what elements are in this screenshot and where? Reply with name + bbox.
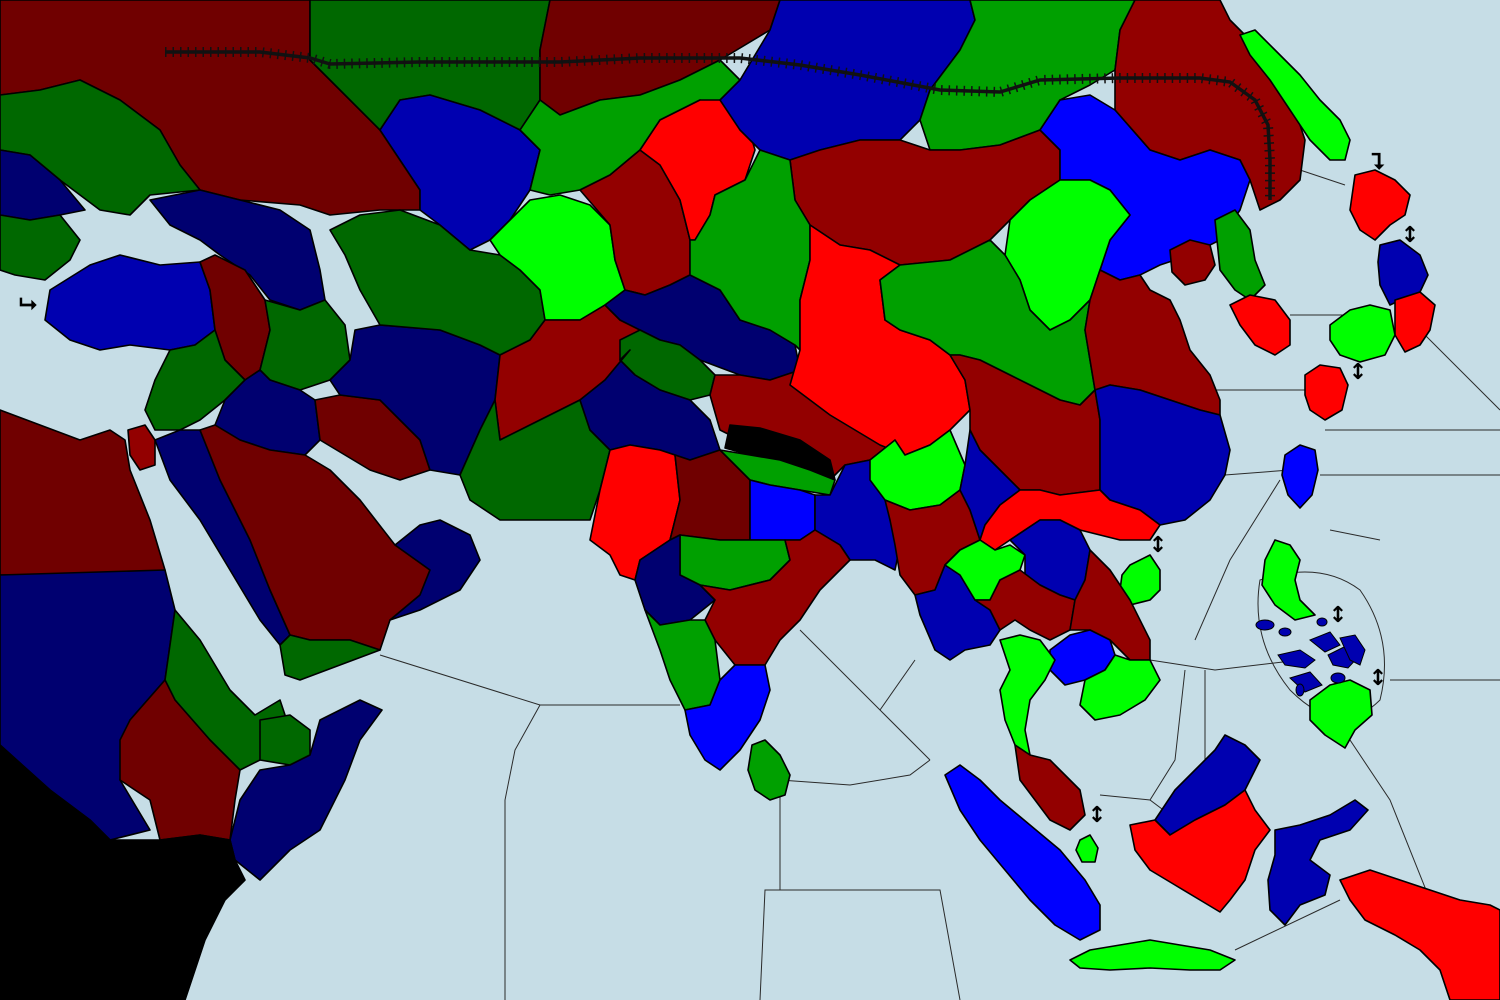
territory-oman[interactable]	[389, 519, 481, 621]
territory-luzon[interactable]	[1261, 539, 1316, 621]
territory-laos[interactable]	[944, 539, 1026, 601]
territory-palestine[interactable]	[127, 424, 156, 471]
sea-connection-vertical-icon[interactable]: ↕	[1329, 603, 1347, 628]
territory-syria[interactable]	[144, 329, 246, 431]
sea-connections: ⮡ ⮧ ↕ ↕ ↕ ↕ ↕ ↕	[19, 150, 1419, 828]
sea-connection-vertical-icon[interactable]: ↕	[1088, 803, 1106, 828]
territory-sumatra[interactable]	[944, 764, 1101, 941]
territory-central-india[interactable]	[699, 529, 851, 666]
territory-kazakh-north[interactable]	[379, 94, 541, 251]
sea-connection-turn-icon[interactable]: ⮡	[19, 292, 37, 317]
territory-xinjiang[interactable]	[689, 149, 811, 351]
territory-annam[interactable]	[1069, 549, 1151, 661]
territory-malaya[interactable]	[1014, 744, 1086, 831]
territory-korea[interactable]	[1214, 209, 1266, 301]
territory-new-guinea[interactable]	[1339, 869, 1500, 1000]
territory-kansai[interactable]	[1329, 304, 1396, 363]
sea-connection-turn-icon[interactable]: ⮧	[1372, 150, 1385, 175]
territory-balkans[interactable]	[0, 214, 81, 281]
territory-java[interactable]	[1069, 939, 1236, 971]
territory-cochinchina[interactable]	[1079, 654, 1161, 721]
territory-mindanao[interactable]	[1255, 617, 1366, 697]
territory-honshu[interactable]	[1394, 291, 1436, 353]
impassable-africa	[0, 744, 246, 1000]
territory-shandong[interactable]	[1094, 384, 1231, 526]
territory-celebes[interactable]	[1267, 799, 1369, 926]
sea-connection-vertical-icon[interactable]: ↕	[1149, 533, 1167, 558]
territory-singapore-isle[interactable]	[1075, 834, 1099, 863]
territory-madras[interactable]	[684, 664, 771, 771]
territory-malaya-north[interactable]	[999, 634, 1056, 756]
sea-connection-vertical-icon[interactable]: ↕	[1401, 223, 1419, 248]
territory-korea-south[interactable]	[1229, 294, 1291, 356]
trans-siberian-railway	[165, 47, 1275, 200]
territory-yemen[interactable]	[279, 634, 381, 681]
territory-ceylon[interactable]	[747, 739, 791, 801]
territory-kenya[interactable]	[229, 699, 383, 881]
territory-korea-west[interactable]	[1169, 239, 1216, 286]
territory-borneo[interactable]	[1129, 789, 1271, 913]
sea-connection-vertical-icon[interactable]: ↕	[1349, 360, 1367, 385]
territory-hainan[interactable]	[1119, 554, 1161, 606]
territory-sakhalin[interactable]	[1239, 29, 1351, 161]
sea-connection-vertical-icon[interactable]: ↕	[1369, 666, 1387, 691]
territory-kyushu[interactable]	[1304, 364, 1349, 421]
territory-formosa[interactable]	[1281, 444, 1319, 509]
territory-hokkaido[interactable]	[1349, 169, 1411, 241]
territory-iraq[interactable]	[214, 369, 321, 456]
